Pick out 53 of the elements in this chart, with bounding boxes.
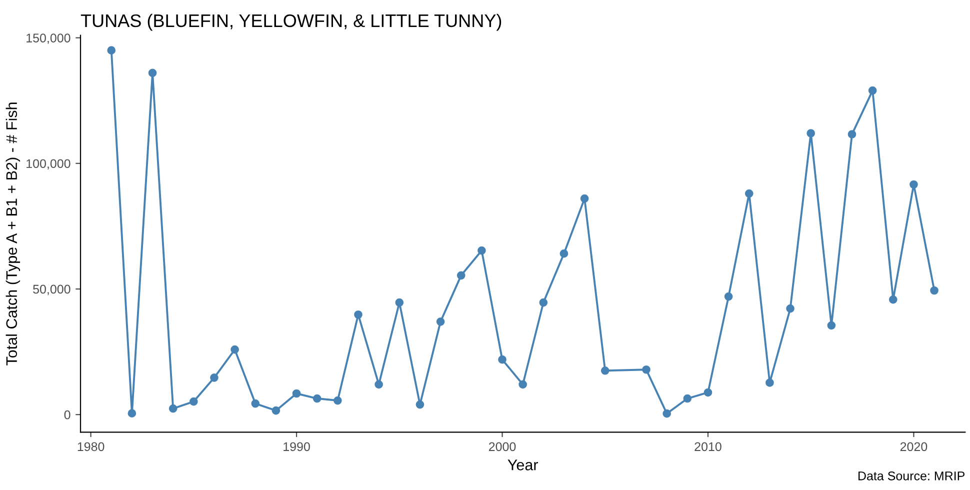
x-tick-label: 2000 <box>488 442 516 452</box>
point <box>354 310 362 319</box>
point <box>786 304 794 313</box>
chart-title: TUNAS (BLUEFIN, YELLOWFIN, & LITTLE TUNNY) <box>80 14 502 31</box>
point <box>334 396 342 405</box>
y-tick-label: 150,000 <box>26 34 70 44</box>
point <box>498 355 506 364</box>
x-axis-title: Year <box>508 460 538 470</box>
point <box>930 286 938 295</box>
x-tick-label: 1980 <box>78 442 104 452</box>
point <box>395 298 404 307</box>
point <box>148 68 157 78</box>
point <box>374 380 383 389</box>
point <box>168 404 178 413</box>
point <box>560 249 568 258</box>
point <box>724 292 733 301</box>
x-tick-label: 2020 <box>900 442 928 452</box>
point <box>292 389 301 398</box>
point <box>744 189 754 198</box>
point <box>704 388 712 397</box>
x-tick-label: 2010 <box>694 442 722 452</box>
point <box>210 374 218 382</box>
y-axis-title: Total Catch (Type A + B1 + B2) - # Fish <box>6 102 20 366</box>
point <box>312 394 322 403</box>
point <box>600 366 610 375</box>
point <box>436 317 445 326</box>
point <box>683 394 692 403</box>
point <box>910 180 918 189</box>
point <box>580 194 589 203</box>
point <box>642 365 650 374</box>
point <box>272 406 280 415</box>
point <box>662 409 672 418</box>
y-tick-label: 0 <box>64 410 70 420</box>
point <box>518 380 527 389</box>
point <box>478 246 486 255</box>
point <box>189 397 198 406</box>
y-tick-label: 50,000 <box>33 284 70 296</box>
point <box>806 129 816 138</box>
point <box>868 86 877 95</box>
point <box>539 298 548 307</box>
point <box>416 400 424 409</box>
point <box>230 345 239 354</box>
point <box>766 378 774 387</box>
point <box>251 399 260 408</box>
source-note: Data Source: MRIP <box>858 471 964 480</box>
y-tick-label: 100,000 <box>26 159 70 170</box>
point <box>888 295 898 304</box>
point <box>456 271 466 280</box>
point <box>128 409 136 418</box>
point <box>848 130 856 138</box>
x-tick-label: 1990 <box>284 442 310 452</box>
point <box>827 321 836 330</box>
point <box>107 46 116 55</box>
